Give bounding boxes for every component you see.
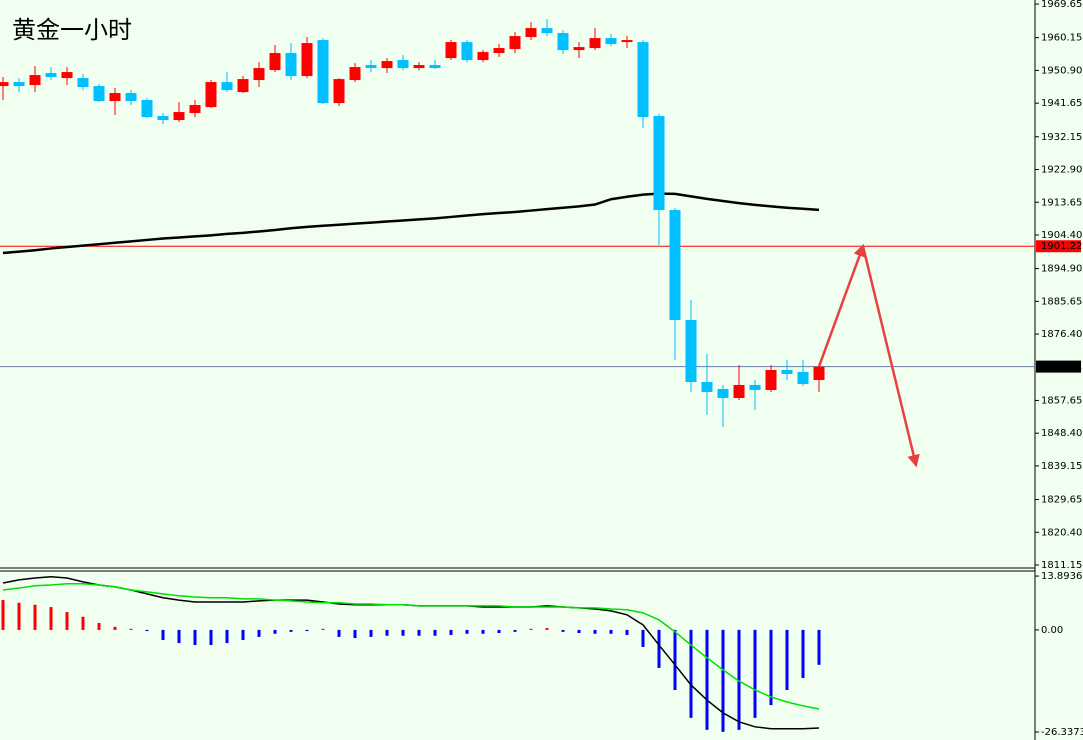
candle-body (429, 65, 441, 69)
candle-body (557, 33, 569, 51)
candle-body (253, 68, 265, 81)
candle-body (397, 60, 409, 69)
y-tick-label: 1820.40 (1041, 527, 1082, 538)
price-label-box (1036, 240, 1081, 253)
y-tick-label: 1941.65 (1041, 98, 1082, 109)
candle-body (509, 36, 521, 50)
candle-body (349, 67, 361, 81)
candle-body (141, 100, 153, 118)
candle-body (317, 40, 329, 104)
candle-body (301, 43, 313, 77)
candle-body (493, 48, 505, 54)
y-tick-label: 1932.15 (1041, 132, 1082, 143)
candle-body (93, 86, 105, 102)
forecast-up (817, 243, 866, 368)
y-tick-label: -26.3373 (1041, 727, 1083, 738)
price-label: 1901.22 (1041, 241, 1082, 252)
candle-body (733, 384, 745, 398)
y-tick-label: 1922.90 (1041, 165, 1082, 176)
y-tick-label: 1876.40 (1041, 329, 1082, 340)
moving-average (2, 192, 820, 255)
price-label-box (1036, 360, 1081, 373)
candle-body (685, 319, 697, 382)
candle-body (701, 381, 713, 392)
candle-body (589, 38, 601, 49)
y-tick-label: 1848.40 (1041, 428, 1082, 439)
candle-body (77, 78, 89, 88)
candle-body (797, 371, 809, 384)
candle-body (157, 116, 169, 121)
y-tick-label: 1839.15 (1041, 461, 1082, 472)
candle-body (333, 79, 345, 104)
candle-body (525, 28, 537, 38)
y-tick-label: 1950.90 (1041, 65, 1082, 76)
candle-body (0, 82, 9, 87)
candle-body (365, 65, 377, 69)
indicator-line (2, 576, 820, 730)
candle-body (573, 47, 585, 51)
y-tick-label: 1829.65 (1041, 495, 1082, 506)
y-tick-label: 1960.15 (1041, 33, 1082, 44)
y-tick-label: 1969.65 (1041, 0, 1082, 10)
candle-body (637, 42, 649, 118)
candle-body (125, 93, 137, 102)
candle-body (669, 210, 681, 320)
indicator-line (2, 583, 820, 710)
candle-body (445, 42, 457, 59)
candle-body (173, 112, 185, 121)
candle-body (765, 369, 777, 390)
candle-body (237, 79, 249, 93)
y-tick-label: 0.00 (1041, 625, 1063, 636)
candle-body (29, 75, 41, 86)
candle-body (749, 384, 761, 390)
y-tick-label: 1811.15 (1041, 560, 1082, 571)
candle-body (781, 369, 793, 374)
candle-body (285, 53, 297, 77)
candle-body (541, 28, 553, 34)
candle-body (653, 116, 665, 211)
candle-body (621, 40, 633, 43)
chart-title: 黄金一小时 (12, 16, 132, 44)
y-tick-label: 1894.90 (1041, 264, 1082, 275)
candle-body (717, 388, 729, 398)
y-tick-label: 1913.65 (1041, 197, 1082, 208)
candle-body (461, 42, 473, 61)
candle-body (381, 61, 393, 69)
candle-body (61, 72, 73, 79)
candle-body (189, 105, 201, 114)
candle-body (413, 65, 425, 69)
candle-body (45, 73, 57, 78)
candle-body (109, 93, 121, 102)
candle-body (13, 82, 25, 87)
candle-body (813, 366, 825, 380)
candle-body (205, 82, 217, 108)
y-tick-label: 1904.40 (1041, 230, 1082, 241)
y-tick-label: 13.8936 (1041, 571, 1082, 582)
price-label: 1867.21 (1041, 362, 1082, 373)
candle-body (269, 53, 281, 71)
candle-body (477, 52, 489, 61)
candle-body (605, 38, 617, 45)
candle-body (221, 82, 233, 91)
y-tick-label: 1885.65 (1041, 296, 1082, 307)
y-tick-label: 1857.65 (1041, 395, 1082, 406)
forecast-path (861, 245, 920, 468)
